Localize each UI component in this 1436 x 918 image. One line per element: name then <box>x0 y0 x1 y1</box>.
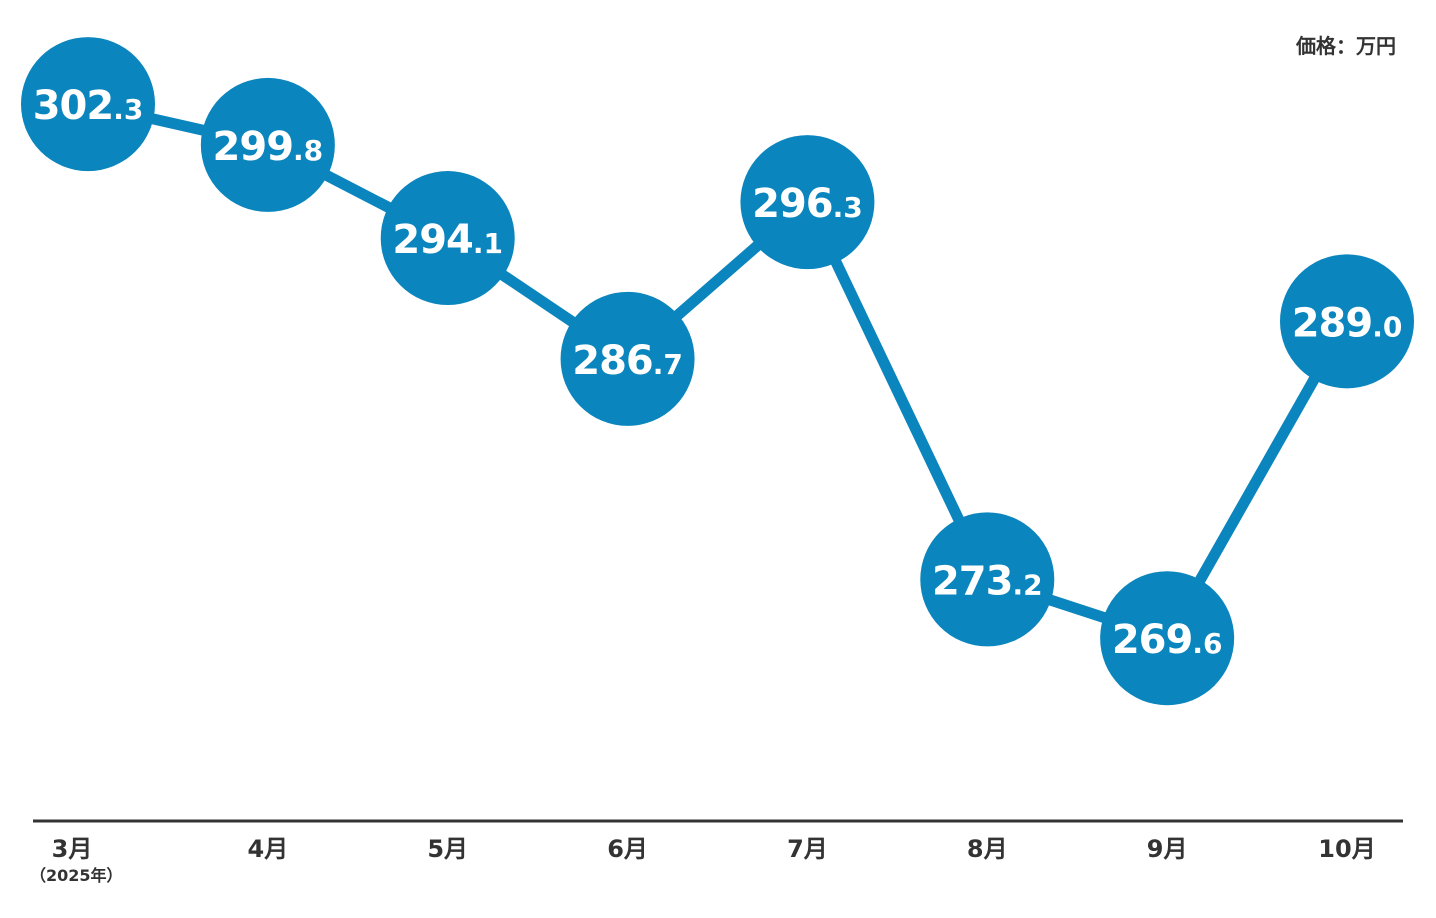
data-label: 286.7 <box>572 338 683 384</box>
x-tick-label: 3月 <box>52 835 93 863</box>
point-marker <box>740 135 875 270</box>
x-tick-label: 8月 <box>967 835 1008 863</box>
data-point: 286.7 <box>560 291 695 426</box>
point-marker <box>1100 571 1235 706</box>
data-label: 302.3 <box>33 83 144 129</box>
data-point: 299.8 <box>200 77 335 212</box>
data-label: 273.2 <box>932 558 1043 604</box>
x-tick-label: 4月 <box>248 835 289 863</box>
point-marker <box>380 171 515 306</box>
x-tick-label: 5月 <box>427 835 468 863</box>
point-marker <box>920 512 1055 647</box>
data-label: 289.0 <box>1292 300 1403 346</box>
x-axis-year-note: （2025年） <box>30 866 123 885</box>
data-point: 269.6 <box>1100 571 1235 706</box>
point-marker <box>1280 254 1414 389</box>
data-label: 296.3 <box>752 181 863 227</box>
data-point: 302.3 <box>21 37 155 172</box>
data-point: 294.1 <box>380 171 515 306</box>
unit-label: 価格：万円 <box>1296 34 1396 58</box>
data-label: 299.8 <box>213 124 324 170</box>
x-tick-label: 7月 <box>787 835 828 863</box>
point-marker <box>200 77 335 212</box>
x-tick-label: 10月 <box>1318 835 1375 863</box>
point-marker <box>21 37 155 172</box>
data-point: 289.0 <box>1280 254 1414 389</box>
data-point: 273.2 <box>920 512 1055 647</box>
x-tick-label: 9月 <box>1147 835 1188 863</box>
data-label: 294.1 <box>392 217 503 263</box>
x-tick-label: 6月 <box>607 835 648 863</box>
data-label: 269.6 <box>1112 617 1223 663</box>
point-marker <box>560 291 695 426</box>
data-point: 296.3 <box>740 135 875 270</box>
